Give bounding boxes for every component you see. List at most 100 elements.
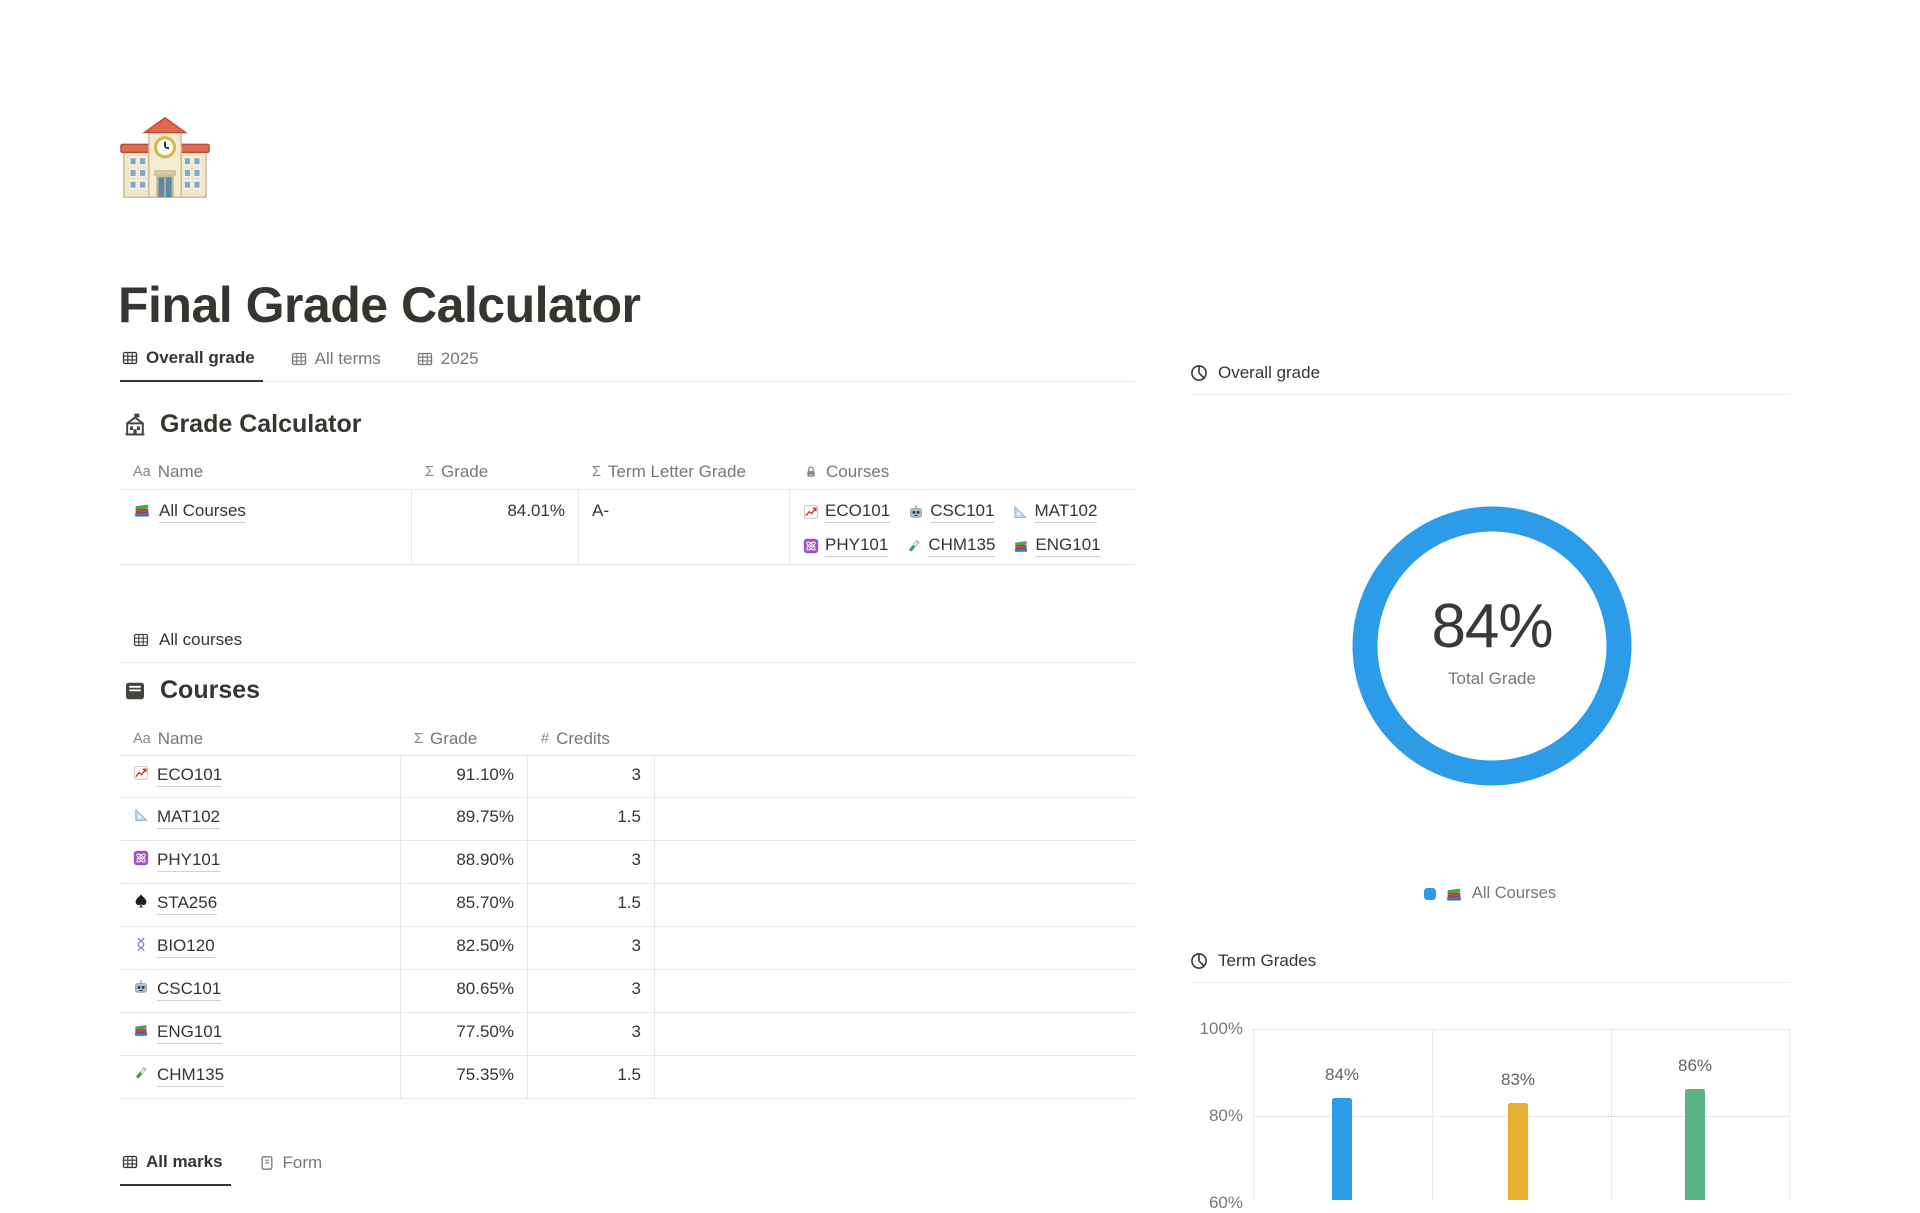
page-icon[interactable] (118, 112, 212, 206)
books-icon (1013, 538, 1029, 554)
cell-name[interactable]: All Courses (120, 490, 412, 564)
view-label: All courses (159, 629, 243, 649)
cell-courses[interactable]: ECO101 CSC101 MAT102 PHY101 CHM135 ENG10… (790, 490, 1135, 564)
cell-credits[interactable]: 3 (528, 927, 655, 969)
cell-grade[interactable]: 88.90% (401, 841, 528, 883)
pie-chart-icon (1190, 364, 1208, 382)
cell-name[interactable]: PHY101 (120, 841, 401, 883)
column-header-courses[interactable]: Courses (790, 455, 1135, 489)
overall-grade-chart-header[interactable]: Overall grade (1190, 352, 1790, 395)
column-header-grade[interactable]: Σ Grade (425, 462, 489, 481)
chart-view-label: Overall grade (1218, 363, 1321, 382)
database-icon (122, 679, 148, 703)
cell-empty[interactable] (655, 1013, 1135, 1055)
cell-grade[interactable]: 84.01% (412, 490, 579, 564)
relation-chip[interactable]: ECO101 (803, 501, 891, 523)
cell-credits[interactable]: 1.5 (528, 1056, 655, 1098)
cell-name[interactable]: ECO101 (120, 756, 401, 797)
page-link[interactable]: All Courses (159, 501, 246, 523)
cell-grade[interactable]: 80.65% (401, 970, 528, 1012)
cell-credits[interactable]: 1.5 (528, 884, 655, 926)
cell-grade[interactable]: 85.70% (401, 884, 528, 926)
pie-chart-icon (1190, 952, 1208, 970)
cell-empty[interactable] (655, 1056, 1135, 1098)
spade-icon (133, 893, 149, 909)
relation-chip[interactable]: CHM135 (906, 535, 996, 557)
cell-term-letter-grade[interactable]: A- (579, 490, 790, 564)
table-row: MAT102 89.75% 1.5 (120, 798, 1135, 841)
tab-all-terms[interactable]: All terms (289, 349, 389, 381)
bar-term2 (1508, 1103, 1528, 1200)
cell-name[interactable]: STA256 (120, 884, 401, 926)
books-icon (133, 1022, 149, 1038)
cell-empty[interactable] (655, 884, 1135, 926)
cell-name[interactable]: CSC101 (120, 970, 401, 1012)
tab-form[interactable]: Form (257, 1153, 331, 1185)
text-property-icon: Aa (133, 464, 151, 480)
cell-credits[interactable]: 3 (528, 841, 655, 883)
tab-label: All marks (146, 1152, 223, 1171)
courses-table: Aa Name Σ Grade # Credits ECO101 91.10% … (120, 722, 1135, 1099)
column-header-name[interactable]: Aa Name (133, 728, 204, 748)
tab-label: 2025 (440, 348, 479, 368)
table-row: CSC101 80.65% 3 (120, 970, 1135, 1013)
formula-property-icon: Σ (425, 464, 434, 480)
cell-name[interactable]: MAT102 (120, 798, 401, 840)
column-header-name[interactable]: Aa Name (133, 462, 204, 481)
relation-chip[interactable]: MAT102 (1012, 501, 1098, 523)
robot-icon (133, 979, 149, 995)
tab-overall-grade[interactable]: Overall grade (120, 348, 263, 382)
cell-empty[interactable] (655, 927, 1135, 969)
robot-icon (908, 504, 924, 520)
donut-center-labels: 84% Total Grade (1352, 500, 1632, 780)
view-tab-all-courses[interactable]: All courses (120, 617, 1135, 663)
donut-legend: All Courses (1190, 884, 1790, 903)
cell-name[interactable]: ENG101 (120, 1013, 401, 1055)
atom-icon (133, 850, 149, 866)
books-icon (1445, 885, 1463, 903)
section-title: Courses (160, 676, 261, 704)
page-title: Final Grade Calculator (118, 276, 641, 333)
cell-grade[interactable]: 75.35% (401, 1056, 528, 1098)
cell-empty[interactable] (655, 798, 1135, 840)
cell-credits[interactable]: 3 (528, 1013, 655, 1055)
bar-label-term2: 83% (1500, 1070, 1536, 1089)
cell-credits[interactable]: 3 (528, 970, 655, 1012)
legend-label[interactable]: All Courses (1471, 884, 1557, 902)
cell-empty[interactable] (655, 970, 1135, 1012)
column-header-grade[interactable]: Σ Grade (414, 728, 478, 748)
table-view-icon (133, 632, 149, 648)
cell-empty[interactable] (655, 841, 1135, 883)
relation-chip[interactable]: PHY101 (803, 535, 889, 557)
cell-empty[interactable] (655, 756, 1135, 797)
table-view-icon (122, 350, 138, 366)
tab-2025[interactable]: 2025 (415, 349, 487, 381)
term-grades-chart-header[interactable]: Term Grades (1190, 940, 1790, 983)
total-grade-value: 84% (1431, 592, 1553, 661)
cell-grade[interactable]: 82.50% (401, 927, 528, 969)
cell-name[interactable]: BIO120 (120, 927, 401, 969)
column-header-credits[interactable]: # Credits (541, 728, 610, 748)
gridline-vertical (1432, 1029, 1433, 1199)
books-icon (133, 501, 151, 519)
cell-credits[interactable]: 1.5 (528, 798, 655, 840)
tab-all-marks[interactable]: All marks (120, 1152, 231, 1186)
donut-ring (1352, 506, 1632, 786)
gridline-vertical (1611, 1029, 1612, 1199)
relation-chip[interactable]: CSC101 (908, 501, 995, 523)
dna-icon (133, 936, 149, 952)
formula-property-icon: Σ (592, 464, 601, 480)
chart-increasing-icon (133, 765, 149, 781)
column-header-term-letter-grade[interactable]: Σ Term Letter Grade (592, 462, 746, 481)
cell-grade[interactable]: 77.50% (401, 1013, 528, 1055)
cell-grade[interactable]: 89.75% (401, 798, 528, 840)
y-axis-line (1253, 1029, 1254, 1199)
relation-chip[interactable]: ENG101 (1013, 535, 1101, 557)
table-row: ENG101 77.50% 3 (120, 1013, 1135, 1056)
cell-name[interactable]: CHM135 (120, 1056, 401, 1098)
cell-credits[interactable]: 3 (528, 756, 655, 797)
school-outline-icon (122, 412, 148, 438)
atom-icon (803, 538, 819, 554)
table-view-icon (291, 351, 307, 367)
cell-grade[interactable]: 91.10% (401, 756, 528, 797)
